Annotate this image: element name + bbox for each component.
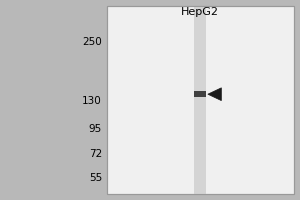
Text: 250: 250: [82, 37, 102, 47]
Text: 55: 55: [89, 173, 102, 183]
Text: HepG2: HepG2: [181, 7, 219, 17]
Text: 72: 72: [89, 149, 102, 159]
Bar: [194, 6, 206, 194]
Bar: [106, 6, 294, 194]
Text: 95: 95: [89, 124, 102, 134]
Polygon shape: [208, 88, 221, 101]
Text: 130: 130: [82, 96, 102, 106]
Bar: [106, 6, 294, 194]
Bar: [194, 91, 206, 97]
